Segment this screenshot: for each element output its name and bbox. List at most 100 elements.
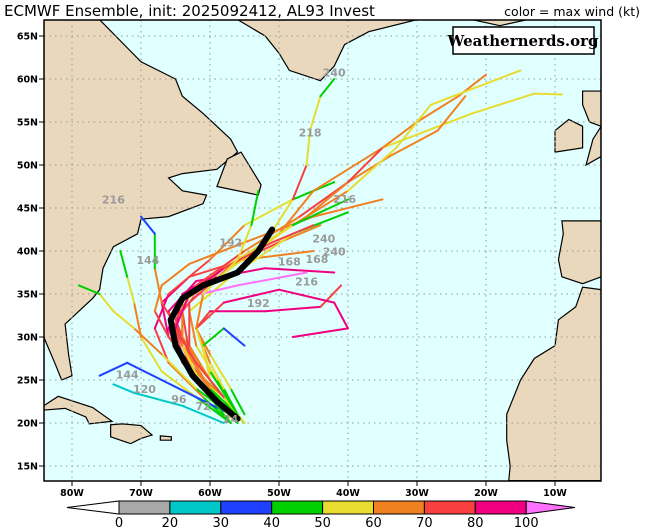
watermark-box: Weathernerds.org [446,26,599,55]
track-segment [119,250,129,278]
track-segment [305,129,312,166]
track-segment [222,327,246,347]
land-newfoundland [216,151,262,196]
track-segment [167,258,211,295]
lon-tick-label: 10W [543,488,567,499]
track-segment [98,361,129,377]
track-segment [195,327,211,373]
track-segment [209,361,225,390]
land-puerto-rico [159,435,172,441]
colorbar-bin [373,500,425,515]
track-segment [181,310,191,356]
colorbar-label: 70 [416,516,433,531]
track-segment [126,361,163,381]
forecast-hour-label: 240 [312,232,335,245]
forecast-hour-label: 144 [116,368,139,381]
colorbar-bin [118,500,171,515]
forecast-hour-label: 120 [133,383,156,396]
track-segment [291,327,349,338]
track-segment [347,146,398,192]
track-segment [236,271,308,287]
track-segment [195,301,225,330]
track-segment [174,293,191,330]
forecast-hour-label: 96 [171,393,187,406]
lat-tick-label: 65N [17,32,38,43]
track-segment [133,301,142,338]
colorbar-low-arrow [66,500,120,515]
track-segment [98,293,115,313]
colorbar-bin [474,500,527,515]
track-segment [181,344,211,390]
track-segment [153,327,170,364]
track-segment [319,284,343,308]
color-legend-note: color = max wind (kt) [504,4,640,19]
track-segment [181,404,225,424]
track-segment [309,95,322,132]
lat-tick-label: 20N [17,419,38,430]
track-segment [291,189,349,227]
track-segment [188,241,246,265]
forecast-hour-label: 216 [295,275,318,288]
forecast-hour-label: 24 [223,413,239,426]
track-segment [160,262,191,287]
lon-tick-label: 70W [129,488,153,499]
colorbar-label: 60 [365,516,382,531]
track-segment [167,361,205,399]
lat-tick-label: 35N [17,290,38,301]
track-segment [278,288,336,304]
forecast-hour-label: 168 [305,253,328,266]
land-ireland [554,118,584,153]
track-segment [347,146,384,184]
track-segment [195,250,246,287]
axis-labels: 80W 70W 60W 50W 40W 30W 20W 10W 15N 20N 25N 30N 35N 4… [17,32,568,500]
colorbar-label: 80 [467,516,484,531]
track-segment [291,198,349,227]
track-segment [174,327,198,364]
wind-colorbar: 0 20 30 40 50 60 70 80 100 [66,500,576,531]
figure-title: ECMWF Ensemble, init: 2025092412, AL93 I… [4,2,375,20]
track-segment [153,310,170,338]
colorbar-bin [169,500,222,515]
lat-tick-label: 60N [17,75,38,86]
land-iceland [472,20,528,27]
track-segment [209,370,239,416]
track-segment [395,103,432,149]
track-segment [160,370,198,399]
land-layer [44,20,601,481]
track-segment [126,275,136,304]
colorbar-bin [271,500,324,515]
track-segment [429,69,522,106]
track-segment [312,146,384,192]
lon-tick-label: 20W [474,488,498,499]
track-segment [381,121,418,149]
colorbar-bin [220,500,273,515]
ensemble-member-track [112,383,225,424]
lat-tick-label: 15N [17,462,38,473]
track-segment [416,95,460,123]
lon-tick-label: 30W [405,488,429,499]
track-segment [319,78,336,98]
track-segment [133,391,184,407]
track-segment [271,224,315,244]
lat-tick-label: 25N [17,376,38,387]
lat-tick-label: 45N [17,204,38,215]
track-segment [160,379,198,399]
colorbar-high-arrow [525,500,576,515]
colorbar-label: 40 [263,516,280,531]
lon-tick-label: 60W [198,488,222,499]
track-segment [533,92,563,96]
forecast-hour-label: 216 [333,193,356,206]
colorbar-label: 0 [115,516,123,531]
land-africa [506,286,601,481]
track-segment [264,267,336,274]
mean-track-line [167,226,276,422]
track-segment [250,189,260,227]
colorbar-label: 30 [213,516,230,531]
track-segment [305,181,349,218]
track-segment [153,267,163,304]
land-cuba [44,395,114,425]
colorbar-bin [423,500,476,515]
track-segment [140,215,156,235]
